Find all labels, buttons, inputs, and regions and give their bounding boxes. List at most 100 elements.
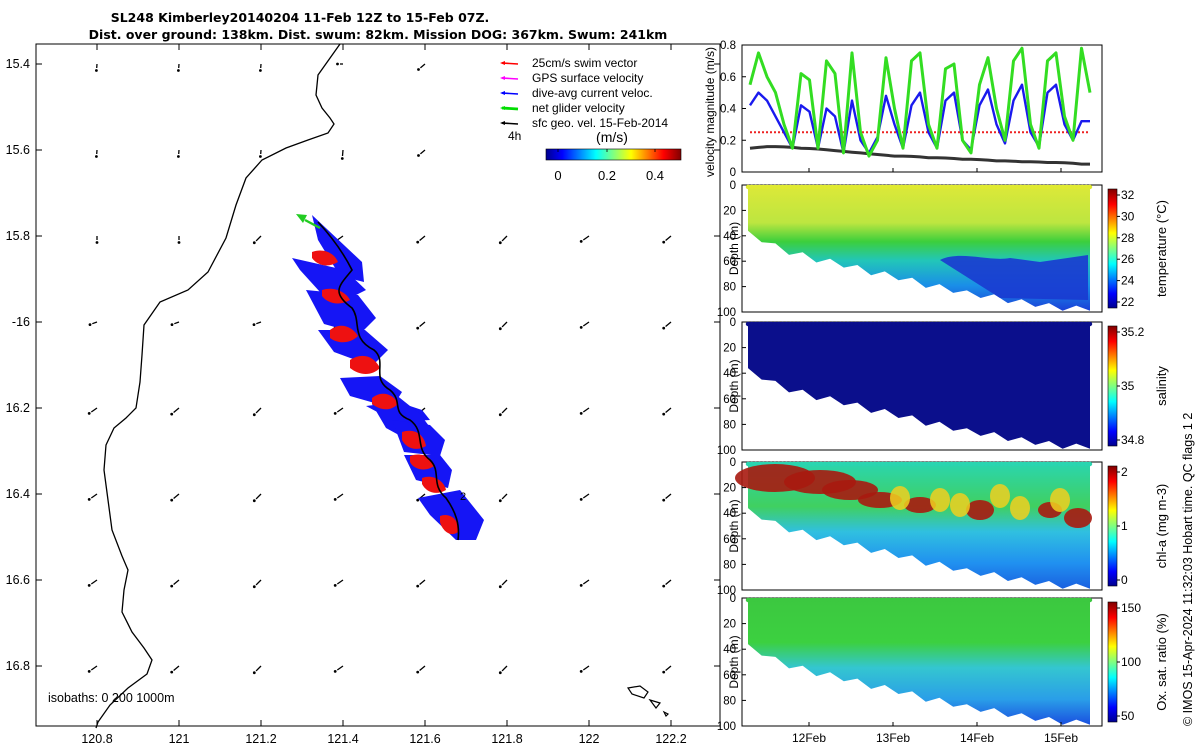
profile-top-dot bbox=[1018, 321, 1023, 327]
profile-top-dot bbox=[1030, 597, 1035, 603]
geo-velocity-arrow bbox=[87, 407, 98, 415]
profile-top-dot bbox=[876, 184, 881, 190]
profile-top-dot bbox=[1022, 597, 1027, 603]
geo-arrow-head bbox=[170, 498, 174, 502]
geo-arrow-shaft bbox=[255, 493, 262, 500]
profile-top-dot bbox=[757, 321, 762, 327]
profile-top-dot bbox=[926, 461, 931, 467]
profile-top-dot bbox=[884, 597, 889, 603]
profile-top-dot bbox=[1053, 321, 1058, 327]
colorbar-tick-label: 32 bbox=[1121, 188, 1135, 202]
profile-top-dot bbox=[1080, 461, 1085, 467]
profile-top-dot bbox=[753, 461, 758, 467]
profile-top-dot bbox=[753, 184, 758, 190]
profile-top-dot bbox=[934, 597, 939, 603]
profile-top-dot bbox=[753, 321, 758, 327]
profile-top-dot bbox=[861, 184, 866, 190]
profile-top-dot bbox=[795, 184, 801, 190]
geo-velocity-arrow bbox=[177, 236, 181, 244]
map-x-axis: 120.8 121 121.2 121.4 121.6 121.8 122 122.2 bbox=[81, 44, 687, 746]
section-colorbar-label: salinity bbox=[1154, 366, 1169, 406]
section-y-axis-label: Depth (m) bbox=[727, 635, 741, 688]
geo-arrow-shaft bbox=[419, 579, 426, 585]
legend-swatch-head bbox=[500, 121, 505, 125]
profile-top-dot bbox=[1076, 461, 1081, 467]
colorbar-tick-label: 50 bbox=[1121, 709, 1135, 723]
profile-top-dot bbox=[934, 461, 939, 467]
geo-velocity-arrow bbox=[333, 665, 344, 673]
profile-top-dot bbox=[834, 461, 839, 467]
profile-top-dot bbox=[818, 597, 824, 603]
profile-top-dot bbox=[768, 321, 774, 327]
map-y-tick-label: 15.8 bbox=[6, 229, 30, 243]
geo-velocity-arrow bbox=[252, 407, 262, 417]
duration-label: 4h bbox=[508, 129, 521, 143]
section-y-tick-label: 100 bbox=[717, 307, 736, 319]
profile-top-dot bbox=[880, 321, 885, 327]
profile-top-dot bbox=[903, 461, 908, 467]
profile-top-dot bbox=[853, 597, 858, 603]
profile-top-dot bbox=[861, 321, 866, 327]
profile-top-dot bbox=[876, 321, 881, 327]
geo-arrow-head bbox=[579, 670, 583, 673]
profile-top-dot bbox=[749, 461, 754, 467]
profile-top-dot bbox=[838, 321, 843, 327]
map-y-tick-label: 16.6 bbox=[6, 573, 30, 587]
section-y-tick-label: 100 bbox=[717, 721, 736, 733]
profile-top-dot bbox=[961, 461, 966, 467]
profile-top-dot bbox=[895, 597, 901, 603]
profile-top-dot bbox=[976, 184, 981, 190]
profile-top-dot bbox=[1084, 184, 1089, 190]
profile-top-dot bbox=[968, 321, 974, 327]
profile-top-dot bbox=[1049, 321, 1054, 327]
profile-top-dot bbox=[964, 461, 970, 467]
legend-label: net glider velocity bbox=[532, 101, 625, 115]
profile-top-dot bbox=[1007, 597, 1012, 603]
section-y-tick-label: 20 bbox=[723, 483, 736, 495]
section-y-axis-label: Depth (m) bbox=[727, 499, 741, 552]
profile-top-dot bbox=[930, 461, 935, 467]
profile-top-dot bbox=[799, 321, 804, 327]
profile-top-dot bbox=[841, 461, 847, 467]
velocity-series-line bbox=[748, 46, 1092, 158]
profile-top-dot bbox=[899, 597, 904, 603]
profile-top-dot bbox=[761, 321, 766, 327]
profile-top-dot bbox=[888, 461, 893, 467]
profile-top-dot bbox=[907, 321, 912, 327]
profile-top-dot bbox=[926, 597, 931, 603]
geo-arrow-shaft bbox=[255, 407, 262, 414]
profile-top-dot bbox=[1080, 321, 1085, 327]
profile-top-dot bbox=[772, 597, 778, 603]
profile-top-dot bbox=[1087, 321, 1093, 327]
profile-top-dot bbox=[903, 184, 908, 190]
colorbar-tick-label: 34.8 bbox=[1121, 433, 1145, 447]
profile-top-dot bbox=[934, 184, 939, 190]
profile-top-dot bbox=[1007, 461, 1012, 467]
geo-velocity-arrow bbox=[498, 321, 508, 331]
profile-top-dot bbox=[1026, 321, 1031, 327]
profile-top-dot bbox=[891, 597, 897, 603]
geo-arrow-shaft bbox=[501, 235, 508, 242]
profile-top-dot bbox=[757, 597, 762, 603]
profile-top-dot bbox=[945, 321, 950, 327]
profile-top-dot bbox=[888, 597, 893, 603]
geo-velocity-arrow bbox=[662, 493, 672, 502]
profile-top-dot bbox=[999, 461, 1004, 467]
profile-top-dot bbox=[765, 597, 770, 603]
profile-top-dot bbox=[811, 184, 816, 190]
profile-top-dot bbox=[1041, 321, 1047, 327]
profile-top-dot bbox=[984, 461, 989, 467]
profile-top-dot bbox=[1064, 184, 1070, 190]
profile-top-dot bbox=[941, 461, 947, 467]
profile-top-dot bbox=[791, 597, 797, 603]
geo-arrow-head bbox=[416, 498, 420, 502]
coastline bbox=[95, 43, 341, 729]
profile-top-dot bbox=[980, 597, 985, 603]
velocity-y-tick-label: 0.4 bbox=[720, 104, 737, 116]
profile-top-dot bbox=[1014, 321, 1020, 327]
profile-top-dot bbox=[991, 597, 997, 603]
geo-velocity-arrow bbox=[177, 63, 180, 72]
profile-top-dot bbox=[891, 321, 897, 327]
geo-arrow-shaft bbox=[665, 579, 672, 585]
profile-top-dot bbox=[791, 461, 797, 467]
